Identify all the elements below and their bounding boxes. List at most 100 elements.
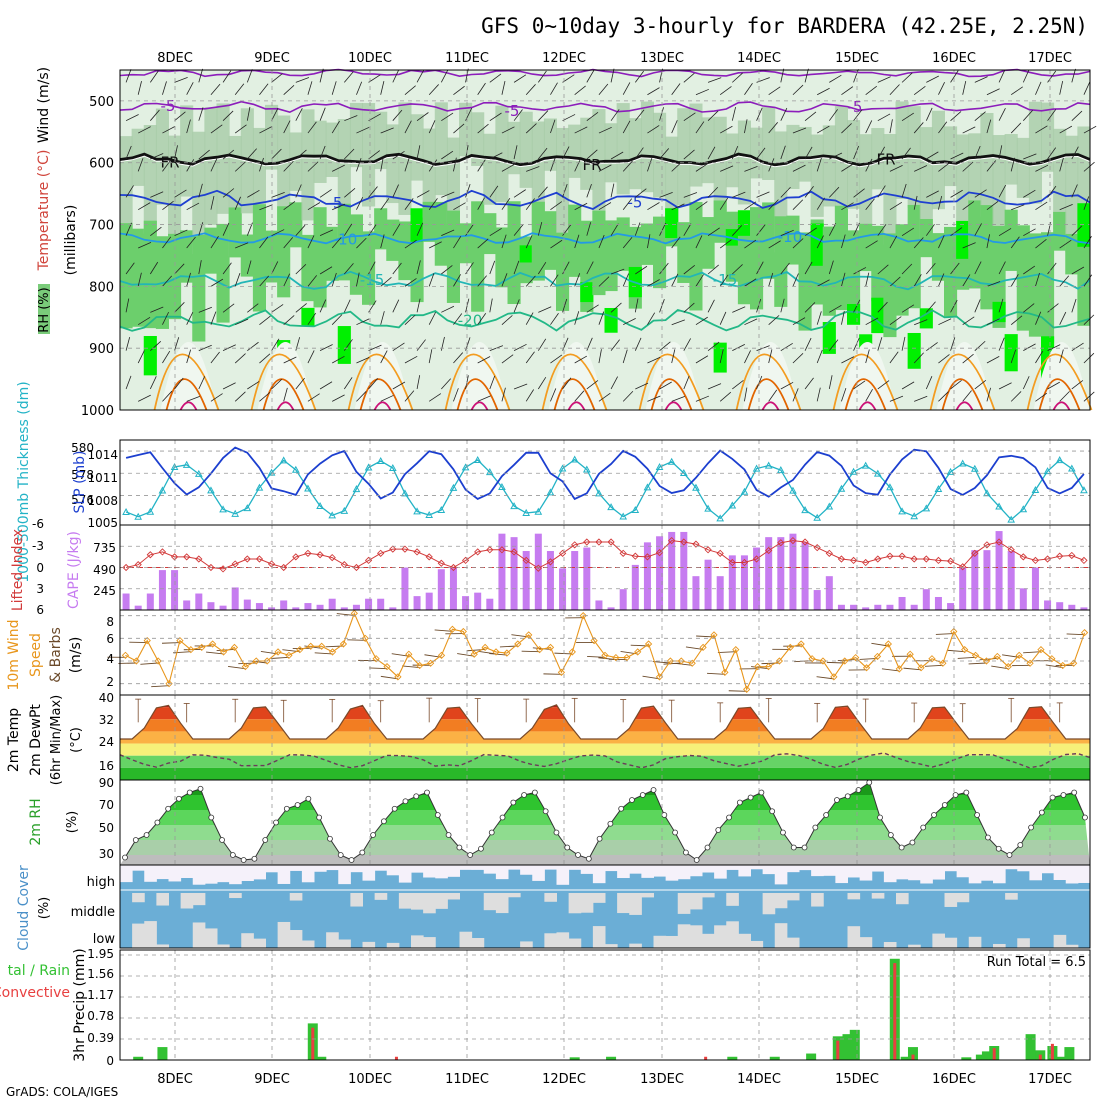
thickness-axis-label: 1000-500mb Thickness (dm) bbox=[16, 381, 32, 582]
cape-bar bbox=[631, 564, 639, 610]
wind-barb bbox=[1059, 275, 1070, 287]
li-marker bbox=[571, 541, 579, 549]
slp-tick-label: 1008 bbox=[87, 494, 118, 508]
cape-bar bbox=[740, 555, 748, 610]
rh-marker bbox=[747, 794, 754, 801]
cloud-middle bbox=[762, 893, 776, 915]
cloud-middle bbox=[702, 893, 715, 898]
wind-barb bbox=[598, 126, 612, 134]
wind-barb bbox=[671, 273, 679, 287]
wind-barb bbox=[162, 81, 167, 95]
wind-barb bbox=[998, 69, 1006, 83]
wind-barb bbox=[271, 304, 284, 313]
precip-legend-convective: Convective bbox=[0, 985, 70, 1001]
wind-barb bbox=[1010, 236, 1020, 249]
li-marker bbox=[498, 546, 506, 554]
wind-barb bbox=[804, 227, 817, 237]
wind-barb bbox=[174, 377, 184, 390]
wind-barb bbox=[513, 260, 520, 275]
cloud-high bbox=[641, 865, 654, 878]
wind-barb bbox=[137, 272, 142, 287]
wind-barb bbox=[513, 343, 527, 352]
cape-bar bbox=[583, 547, 591, 610]
rh-fill-mid bbox=[992, 135, 1006, 251]
wind-barb bbox=[659, 191, 673, 198]
cloud-high bbox=[968, 865, 982, 884]
wind-barb bbox=[513, 145, 518, 160]
li-marker bbox=[486, 546, 494, 554]
thickness-marker bbox=[946, 467, 955, 475]
wind-barb bbox=[744, 239, 757, 249]
rh-fill-mid bbox=[798, 126, 812, 182]
wind-barb bbox=[537, 70, 547, 83]
rh-marker bbox=[898, 844, 905, 851]
rh-fill-mid bbox=[204, 107, 218, 225]
wind-barb bbox=[950, 152, 964, 160]
cloud-high bbox=[859, 865, 873, 881]
wind-barb bbox=[489, 298, 493, 313]
wind-speed-marker bbox=[317, 642, 326, 650]
wind-barb bbox=[246, 106, 251, 121]
wind-barb bbox=[622, 390, 634, 402]
wind-barb bbox=[489, 185, 499, 198]
wind-barb bbox=[707, 341, 720, 351]
rh-marker bbox=[995, 845, 1002, 852]
date-label-bottom: 11DEC bbox=[445, 1072, 489, 1087]
isotherm-25 bbox=[347, 353, 414, 411]
li-marker bbox=[389, 545, 397, 553]
wind-barb bbox=[792, 273, 799, 287]
rh-fill-green bbox=[944, 226, 958, 317]
wind-barb bbox=[428, 84, 439, 95]
wind-barb bbox=[453, 235, 462, 249]
wind-barb bbox=[792, 353, 804, 364]
wind-barb bbox=[162, 390, 173, 402]
thickness-tick-label: 576 bbox=[71, 493, 94, 507]
wind-barb bbox=[525, 123, 537, 134]
wind-barb bbox=[1010, 349, 1017, 364]
wind-speed-marker bbox=[830, 673, 838, 681]
cape-bar bbox=[449, 567, 457, 610]
thickness-marker bbox=[837, 484, 846, 492]
cloud-middle bbox=[726, 893, 739, 906]
wind-barb bbox=[598, 392, 611, 402]
wind-barb bbox=[719, 197, 729, 210]
rh-fill-green bbox=[1077, 232, 1091, 326]
thickness-marker bbox=[473, 455, 482, 464]
wind-barb-10m bbox=[380, 675, 398, 680]
cloud-low bbox=[253, 938, 266, 948]
rh-marker bbox=[283, 805, 290, 812]
rh-fill-mid bbox=[931, 110, 945, 210]
wind-barb bbox=[319, 68, 324, 83]
thickness-marker bbox=[679, 468, 688, 477]
li-marker bbox=[158, 548, 167, 556]
wind-barb bbox=[889, 235, 898, 249]
wind-barb-10m bbox=[587, 655, 606, 658]
upper-air-frame bbox=[119, 69, 1091, 411]
temp-line bbox=[120, 704, 1090, 740]
wind-barb bbox=[574, 234, 580, 249]
thickness-marker bbox=[910, 512, 919, 520]
wind-barb bbox=[731, 145, 739, 160]
precip-total-bar bbox=[727, 1056, 738, 1060]
cloud-middle bbox=[629, 893, 642, 915]
thickness-marker bbox=[667, 457, 676, 465]
cloud-high bbox=[156, 865, 169, 880]
isotherm-30 bbox=[359, 378, 402, 411]
cape-bar bbox=[207, 602, 215, 610]
wind-barb bbox=[1059, 239, 1072, 249]
rh-fill-mid bbox=[822, 125, 836, 207]
cloud-middle bbox=[447, 893, 460, 900]
wind-barb bbox=[744, 387, 748, 402]
isotherm-35 bbox=[955, 401, 974, 411]
wind-barb bbox=[598, 234, 605, 249]
wind-barb bbox=[344, 115, 358, 122]
wind-barb bbox=[574, 158, 581, 172]
cape-bar bbox=[825, 576, 833, 610]
wind-barb bbox=[186, 82, 194, 95]
wind-barb bbox=[283, 387, 288, 402]
wind-speed-marker bbox=[623, 653, 631, 662]
wind-barb bbox=[756, 107, 763, 121]
date-label-top: 8DEC bbox=[157, 51, 193, 66]
wind-barb bbox=[234, 273, 241, 287]
cloud-middle bbox=[423, 893, 436, 914]
